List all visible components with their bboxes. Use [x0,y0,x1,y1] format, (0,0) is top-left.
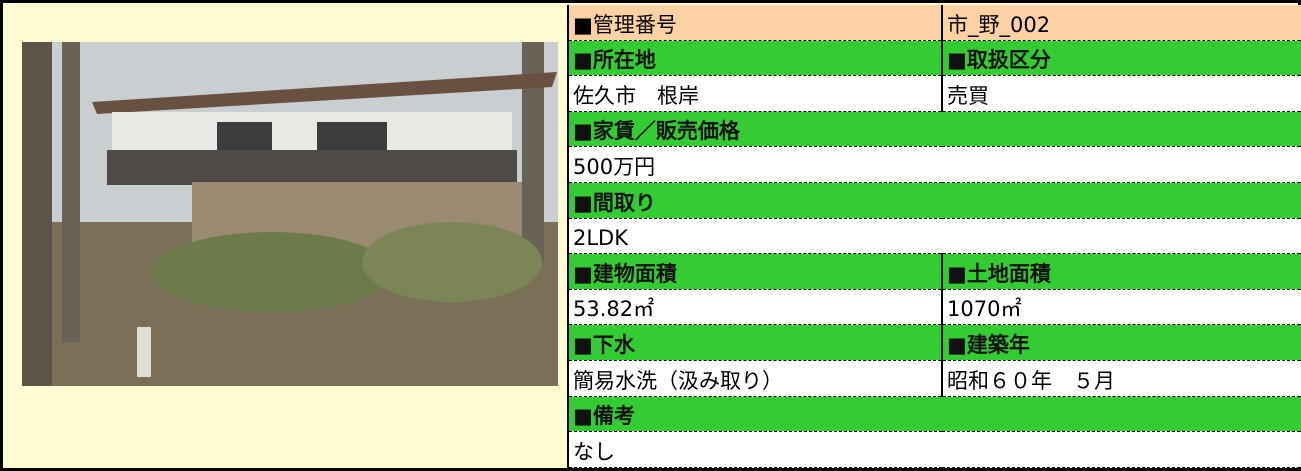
field-label: ■所在地 [568,40,942,77]
field-value: 簡易水洗（汲み取り） [568,360,942,397]
field-label: ■取扱区分 [941,40,1301,77]
table-row: ■所在地 ■取扱区分 [568,40,1301,77]
table-row: 佐久市 根岸 売買 [568,75,1301,112]
field-label: ■建築年 [941,324,1301,362]
field-value: 昭和６０年 ５月 [941,360,1301,397]
property-table: ■管理番号 市_野_002 ■所在地 ■取扱区分 佐久市 根岸 売買 ■家賃／販売価格 500… [567,5,1301,468]
table-row: 2LDK [568,218,1301,255]
field-value: 佐久市 根岸 [568,75,942,112]
field-label: ■家賃／販売価格 [568,111,1301,148]
field-label: ■下水 [568,324,942,362]
table-row: ■間取り [568,182,1301,219]
field-value: 1070㎡ [941,289,1301,326]
field-value: ■管理番号 [568,5,942,41]
table-row: ■管理番号 市_野_002 [568,5,1301,41]
field-label: ■建物面積 [568,253,942,290]
field-label: ■間取り [568,182,1301,219]
table-row: なし [568,431,1301,468]
field-value: 売買 [941,75,1301,112]
table-row: 500万円 [568,146,1301,184]
table-row: ■備考 [568,396,1301,433]
table-row: ■建物面積 ■土地面積 [568,253,1301,290]
table-row: 簡易水洗（汲み取り） 昭和６０年 ５月 [568,360,1301,397]
table-row: ■家賃／販売価格 [568,111,1301,148]
table-row: 53.82㎡ 1070㎡ [568,289,1301,326]
field-value: 市_野_002 [941,5,1301,41]
table-row: ■下水 ■建築年 [568,324,1301,362]
field-label: ■備考 [568,396,1301,433]
property-photo [22,42,558,386]
field-value: 2LDK [568,218,1301,255]
field-value: 500万円 [568,146,1301,184]
field-value: 53.82㎡ [568,289,942,326]
field-value: なし [568,431,1301,468]
field-label: ■土地面積 [941,253,1301,290]
